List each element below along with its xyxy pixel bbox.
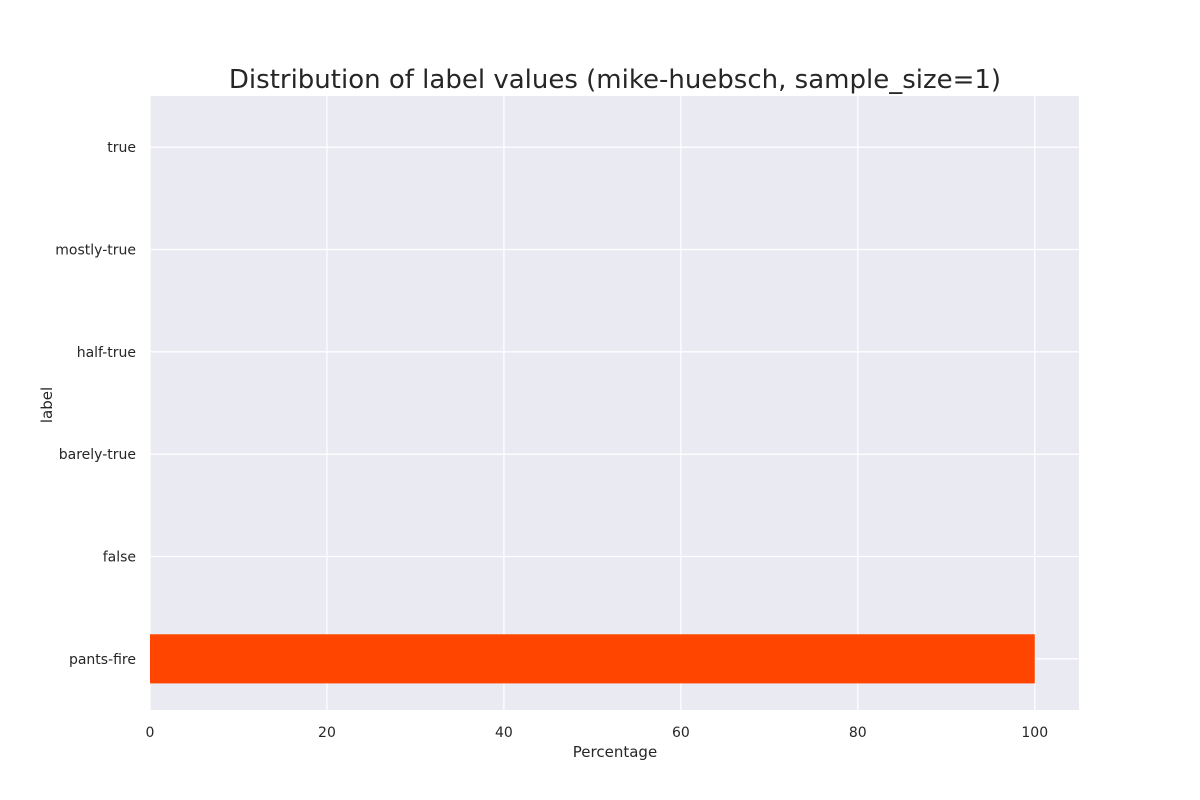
y-tick-labels: pants-fire false barely-true half-true mostl… bbox=[55, 140, 136, 668]
x-tick-label-0: 0 bbox=[146, 725, 155, 741]
x-tick-label-40: 40 bbox=[495, 725, 513, 741]
x-tick-label-100: 100 bbox=[1021, 725, 1048, 741]
y-axis-label: label bbox=[38, 387, 56, 423]
plot-area bbox=[150, 96, 1079, 710]
y-tick-label-mostly-true: mostly-true bbox=[55, 243, 136, 259]
x-tick-label-60: 60 bbox=[672, 725, 690, 741]
bar-pants-fire bbox=[150, 634, 1035, 683]
x-tick-label-20: 20 bbox=[318, 725, 336, 741]
x-tick-label-80: 80 bbox=[849, 725, 867, 741]
x-axis-label: Percentage bbox=[573, 743, 657, 761]
y-tick-label-false: false bbox=[103, 550, 136, 566]
chart-title: Distribution of label values (mike-huebs… bbox=[229, 65, 1001, 95]
y-tick-label-half-true: half-true bbox=[77, 345, 136, 361]
x-tick-labels: 0 20 40 60 80 100 bbox=[146, 725, 1049, 741]
y-tick-label-true: true bbox=[107, 140, 136, 156]
y-tick-label-barely-true: barely-true bbox=[59, 447, 136, 463]
y-tick-label-pants-fire: pants-fire bbox=[69, 652, 136, 668]
bars bbox=[150, 634, 1035, 683]
